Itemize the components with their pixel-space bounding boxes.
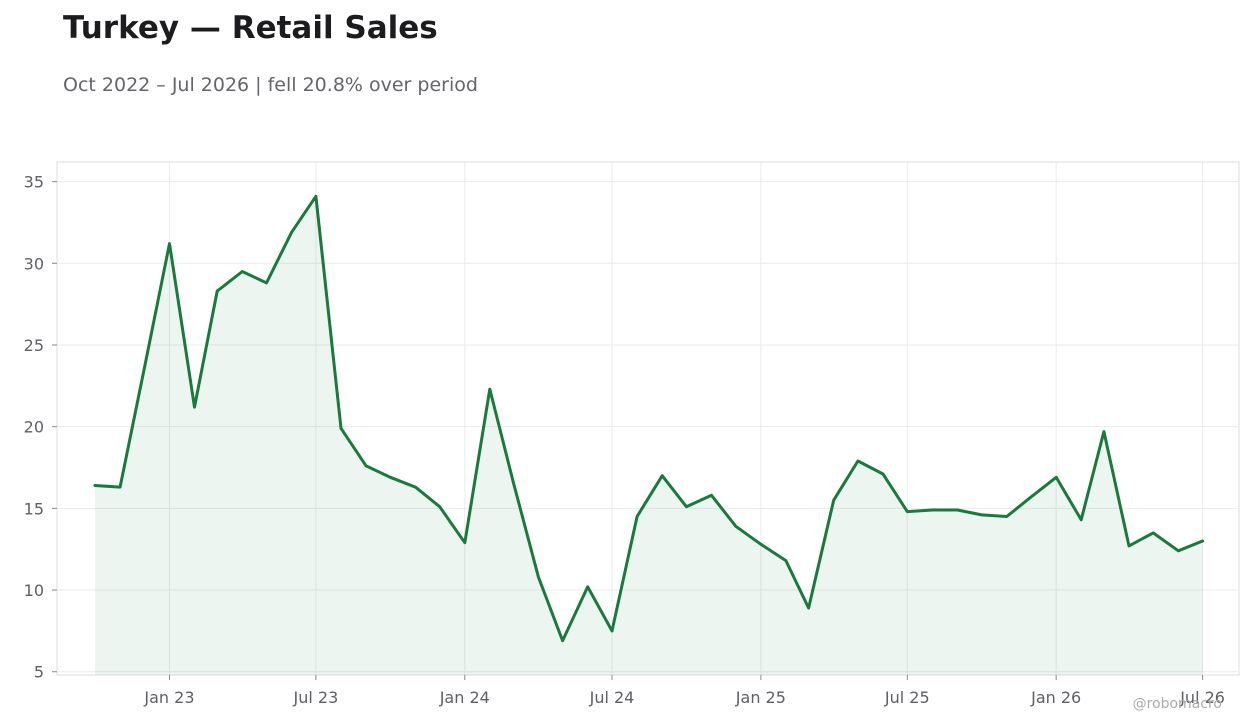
data-point xyxy=(610,629,614,633)
y-axis-ticks: 5 10 15 20 25 30 35 xyxy=(24,173,57,682)
data-point xyxy=(660,474,664,477)
data-points xyxy=(93,195,1204,642)
data-point xyxy=(635,515,639,518)
data-point xyxy=(931,508,934,512)
y-tick-label: 15 xyxy=(24,499,44,518)
x-tick-label: Jul 24 xyxy=(589,688,635,707)
data-point xyxy=(1177,549,1180,553)
y-tick-label: 35 xyxy=(24,173,44,192)
data-point xyxy=(438,505,441,508)
data-point xyxy=(807,606,810,610)
data-point xyxy=(512,481,515,484)
data-point xyxy=(710,494,713,497)
data-point xyxy=(537,575,540,579)
data-point xyxy=(1005,515,1009,518)
data-point xyxy=(881,472,885,476)
data-point xyxy=(1080,518,1083,521)
data-point xyxy=(389,476,392,479)
x-tick-label: Jul 25 xyxy=(884,688,930,707)
data-point xyxy=(832,498,835,502)
data-point xyxy=(1054,476,1058,479)
data-point xyxy=(241,270,244,273)
y-tick-label: 25 xyxy=(24,336,44,355)
data-point xyxy=(734,525,737,528)
data-point xyxy=(1029,495,1033,499)
area-fill xyxy=(95,196,1203,676)
x-tick-label: Jan 23 xyxy=(143,688,194,707)
y-tick-label: 30 xyxy=(24,254,44,273)
y-tick-label: 20 xyxy=(24,418,44,437)
data-point xyxy=(463,541,466,544)
data-point xyxy=(561,639,564,642)
x-tick-label: Jul 23 xyxy=(293,688,339,707)
data-point xyxy=(1102,430,1106,433)
data-point xyxy=(956,508,959,512)
chart-subtitle: Oct 2022 – Jul 2026 | fell 20.8% over pe… xyxy=(63,74,478,96)
data-point xyxy=(685,505,688,508)
data-point xyxy=(339,427,343,430)
plot-frame xyxy=(56,161,1240,676)
watermark: @robomacro xyxy=(1132,696,1222,712)
data-point xyxy=(93,484,97,487)
data-point xyxy=(586,585,589,588)
data-point xyxy=(215,289,219,293)
y-tick-label: 10 xyxy=(24,581,44,600)
data-point xyxy=(118,485,122,489)
data-point xyxy=(784,559,788,562)
data-point xyxy=(856,459,860,463)
data-point xyxy=(1152,531,1155,535)
data-point xyxy=(488,387,492,391)
data-point xyxy=(759,543,763,546)
x-axis-ticks: Jan 23 Jul 23 Jan 24 Jul 24 Jan 25 Jul 25 Jan … xyxy=(143,675,1225,707)
data-point xyxy=(143,366,146,370)
data-point xyxy=(980,513,983,517)
data-point xyxy=(314,195,318,198)
data-point xyxy=(364,464,368,468)
data-point xyxy=(414,485,417,489)
data-point xyxy=(290,231,293,234)
data-point xyxy=(1127,544,1131,548)
x-tick-label: Jan 26 xyxy=(1030,688,1081,707)
x-tick-label: Jul 26 xyxy=(1179,688,1225,707)
data-point xyxy=(193,405,196,409)
grid-lines xyxy=(57,162,1239,675)
y-tick-label: 5 xyxy=(34,663,44,682)
chart-title: Turkey — Retail Sales xyxy=(63,10,438,46)
x-tick-label: Jan 25 xyxy=(735,688,786,707)
data-point xyxy=(1201,539,1204,543)
data-point xyxy=(265,281,268,285)
data-point xyxy=(906,510,909,513)
x-tick-label: Jan 24 xyxy=(439,688,490,707)
series-line xyxy=(93,194,1205,643)
data-point xyxy=(168,242,171,245)
